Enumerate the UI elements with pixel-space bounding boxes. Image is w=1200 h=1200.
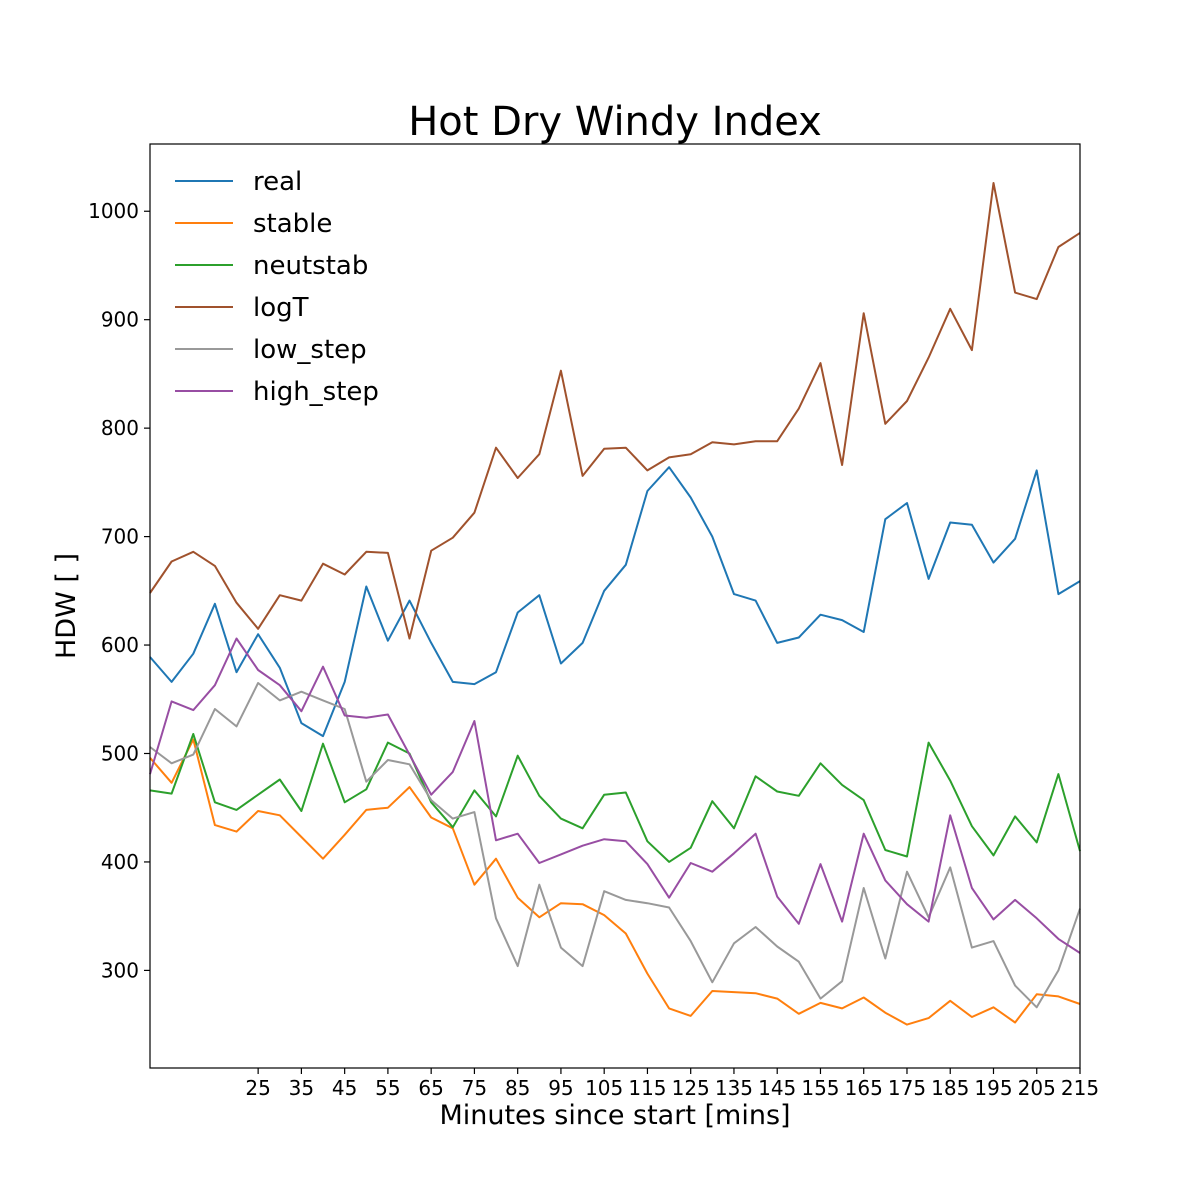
x-tick-label: 105	[585, 1076, 623, 1100]
y-tick-label: 400	[101, 850, 139, 874]
series-line-logT	[149, 182, 1081, 640]
legend-label: real	[253, 167, 302, 197]
legend-item-low_step: low_step	[175, 335, 367, 365]
x-axis: 25 35 45 55 65 75 85 95 105 115 125 135 145 155 165 175…	[245, 1068, 1099, 1100]
y-axis-label: HDW [ ]	[51, 553, 82, 659]
y-axis: 300 400 500 600 700 800 900 1000	[88, 199, 150, 982]
x-tick-label: 25	[245, 1076, 270, 1100]
series-line-real	[149, 466, 1081, 738]
x-tick-label: 185	[931, 1076, 969, 1100]
x-tick-label: 95	[548, 1076, 573, 1100]
legend-label: stable	[253, 209, 332, 239]
series-layer	[149, 182, 1081, 1026]
x-tick-label: 75	[462, 1076, 487, 1100]
x-tick-label: 165	[845, 1076, 883, 1100]
x-tick-label: 155	[801, 1076, 839, 1100]
y-tick-label: 600	[101, 633, 139, 657]
legend: real stable neutstab logT low_step high_step	[175, 167, 379, 407]
x-tick-label: 85	[505, 1076, 530, 1100]
legend-item-logT: logT	[175, 293, 309, 323]
legend-item-stable: stable	[175, 209, 332, 239]
plot-frame	[149, 143, 1081, 1069]
y-tick-label: 700	[101, 525, 139, 549]
legend-label: high_step	[253, 377, 379, 407]
x-axis-label: Minutes since start [mins]	[439, 1100, 790, 1131]
y-tick-label: 1000	[88, 199, 139, 223]
x-tick-label: 35	[289, 1076, 314, 1100]
series-line-low_step	[149, 682, 1081, 1009]
x-tick-label: 195	[974, 1076, 1012, 1100]
legend-label: neutstab	[253, 251, 368, 281]
x-tick-label: 215	[1061, 1076, 1099, 1100]
legend-item-real: real	[175, 167, 302, 197]
legend-item-high_step: high_step	[175, 377, 379, 407]
x-tick-label: 65	[418, 1076, 443, 1100]
x-tick-label: 205	[1018, 1076, 1056, 1100]
x-tick-label: 135	[715, 1076, 753, 1100]
legend-label: logT	[253, 293, 309, 323]
y-tick-label: 300	[101, 958, 139, 982]
x-tick-label: 175	[888, 1076, 926, 1100]
series-line-high_step	[149, 637, 1081, 954]
y-tick-label: 500	[101, 741, 139, 765]
y-tick-label: 900	[101, 308, 139, 332]
x-tick-label: 125	[672, 1076, 710, 1100]
x-tick-label: 115	[628, 1076, 666, 1100]
x-tick-label: 145	[758, 1076, 796, 1100]
y-tick-label: 800	[101, 416, 139, 440]
x-tick-label: 55	[375, 1076, 400, 1100]
series-line-stable	[149, 738, 1081, 1026]
chart-title: Hot Dry Windy Index	[408, 99, 822, 145]
legend-label: low_step	[253, 335, 367, 365]
legend-item-neutstab: neutstab	[175, 251, 368, 281]
series-line-neutstab	[149, 733, 1081, 863]
x-tick-label: 45	[332, 1076, 357, 1100]
